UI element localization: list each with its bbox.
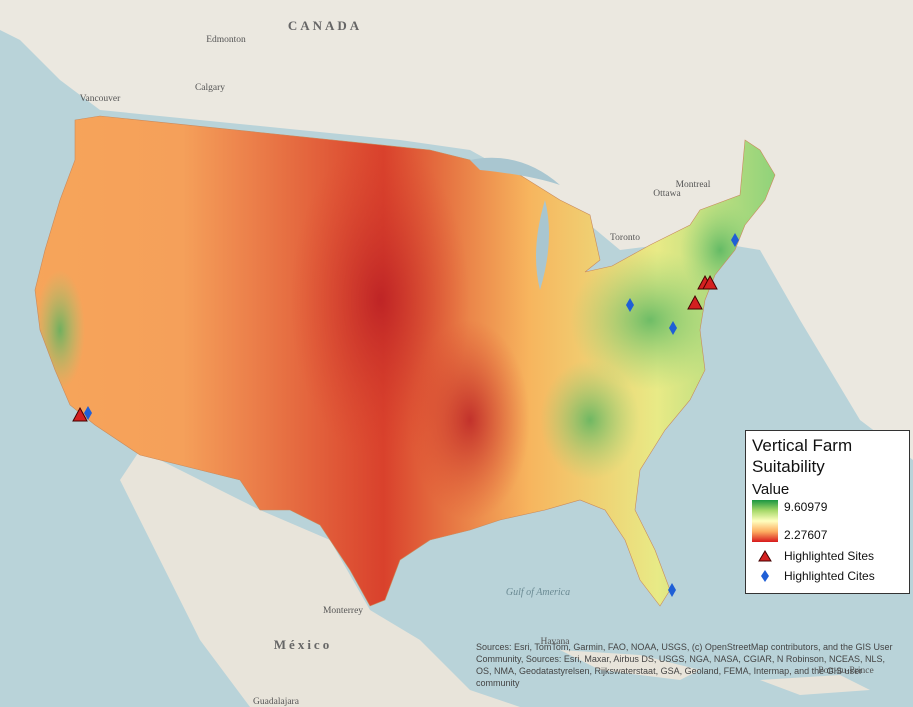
place-label: Gulf of America (506, 587, 570, 598)
site-symbol (758, 550, 772, 562)
highlighted-sites (72, 274, 718, 422)
place-label: Port-au-Prince (818, 666, 873, 676)
legend-low: 2.27607 (784, 528, 828, 542)
cuba-land (560, 650, 700, 680)
highlighted-cities (84, 233, 739, 597)
place-label: Calgary (195, 83, 225, 93)
legend-high: 9.60979 (784, 500, 828, 514)
lake-michigan (536, 200, 549, 290)
place-label: Toronto (610, 233, 640, 243)
hispaniola-land (760, 675, 870, 695)
canada-land (0, 0, 913, 460)
place-label: Guadalajara (253, 697, 300, 707)
attribution: Sources: Esri, TomTom, Garmin, FAO, NOAA… (476, 642, 893, 688)
place-label: Monterrey (323, 606, 363, 616)
legend-field: Value (752, 481, 790, 498)
mexico-land (120, 450, 520, 707)
legend-item: Highlighted Cites (784, 569, 875, 583)
place-label: México (274, 637, 332, 652)
color-ramp (752, 500, 778, 542)
lake-superior (470, 157, 560, 185)
place-label: Ottawa (653, 189, 681, 199)
city-symbol (761, 570, 769, 582)
place-label: Vancouver (80, 94, 121, 104)
legend: Vertical Farm Suitability Value 9.60979 … (745, 430, 910, 594)
place-label: Montreal (676, 180, 711, 190)
place-label: CANADA (288, 18, 362, 33)
legend-item: Highlighted Sites (784, 549, 875, 563)
place-label: Havana (540, 637, 570, 647)
legend-title: Vertical Farm Suitability (752, 436, 853, 476)
place-label: Edmonton (206, 35, 246, 45)
